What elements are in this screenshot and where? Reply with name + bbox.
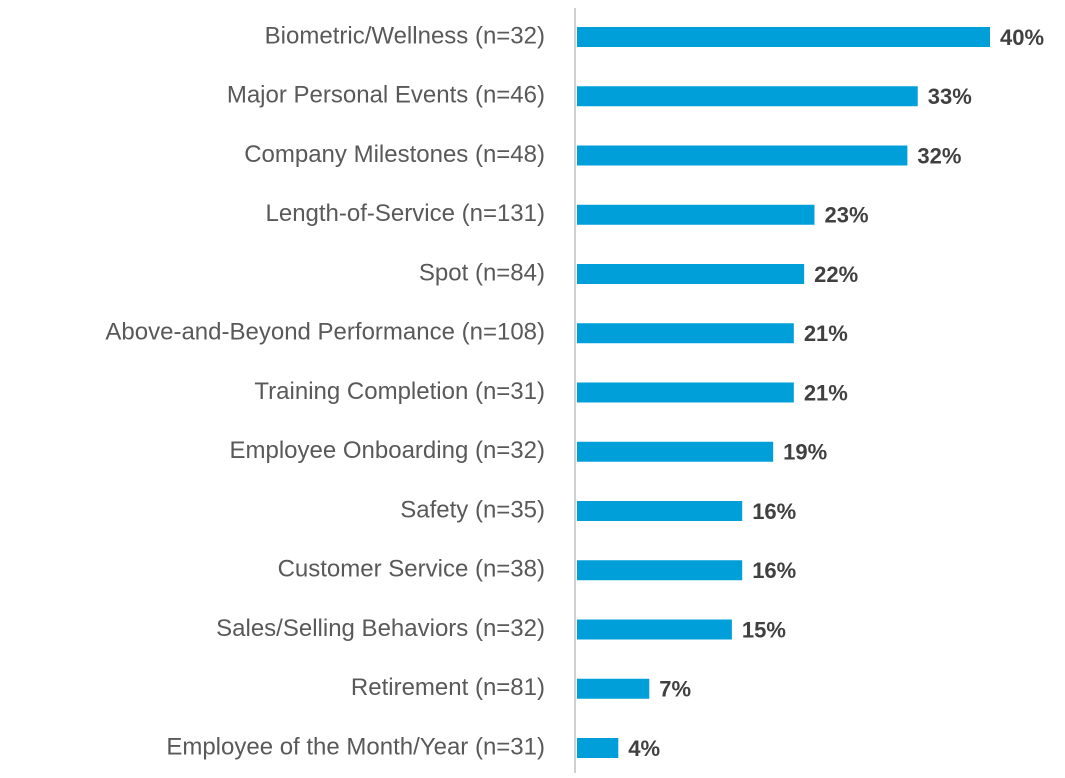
value-label: 21%	[804, 380, 848, 405]
bar	[577, 27, 990, 47]
value-label: 16%	[752, 558, 796, 583]
bar	[577, 204, 815, 225]
value-label: 32%	[917, 143, 961, 168]
value-label: 33%	[928, 84, 972, 109]
value-label: 40%	[1000, 25, 1044, 50]
category-label: Sales/Selling Behaviors (n=32)	[216, 615, 545, 642]
category-label: Retirement (n=81)	[351, 674, 545, 701]
bar	[577, 145, 908, 166]
value-label: 19%	[783, 440, 827, 465]
bar	[577, 501, 743, 521]
category-label: Biometric/Wellness (n=32)	[265, 22, 545, 49]
category-label: Employee of the Month/Year (n=31)	[166, 733, 545, 760]
bar	[577, 86, 918, 107]
category-label: Major Personal Events (n=46)	[227, 82, 545, 109]
bar	[577, 323, 794, 344]
category-label: Company Milestones (n=48)	[244, 141, 545, 168]
value-label: 7%	[659, 677, 691, 702]
bar	[577, 560, 743, 581]
value-label: 22%	[814, 262, 858, 287]
bar	[577, 619, 732, 640]
value-label: 15%	[742, 617, 786, 642]
category-label: Above-and-Beyond Performance (n=108)	[105, 319, 545, 346]
bar	[577, 678, 650, 699]
bar	[577, 382, 794, 403]
category-label: Customer Service (n=38)	[278, 556, 545, 583]
category-label: Training Completion (n=31)	[254, 378, 545, 405]
bar	[577, 264, 805, 284]
category-label: Safety (n=35)	[400, 496, 545, 523]
category-label: Length-of-Service (n=131)	[266, 200, 546, 227]
value-label: 21%	[804, 321, 848, 346]
category-label: Spot (n=84)	[419, 259, 545, 286]
bar	[577, 441, 774, 462]
value-label: 23%	[824, 203, 868, 228]
value-label: 16%	[752, 499, 796, 524]
value-label: 4%	[628, 736, 660, 761]
bar	[577, 738, 619, 758]
category-label: Employee Onboarding (n=32)	[229, 437, 545, 464]
